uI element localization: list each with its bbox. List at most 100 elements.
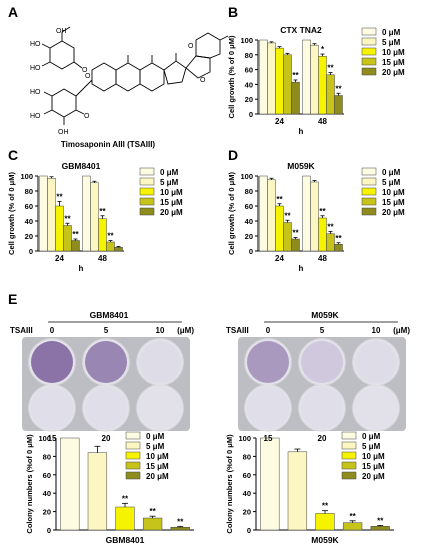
dose-label: 15 bbox=[48, 434, 57, 443]
x-axis-label: h bbox=[299, 264, 304, 273]
unit-label: (μM) bbox=[177, 326, 194, 335]
y-axis-label: Colony numbers (%of 0 μM) bbox=[225, 434, 234, 534]
bar bbox=[114, 247, 123, 252]
row-label: TSAIII bbox=[10, 326, 33, 335]
legend-label: 20 μM bbox=[146, 472, 169, 481]
bar bbox=[283, 222, 292, 252]
legend-swatch bbox=[361, 177, 377, 186]
dose-label: 20 bbox=[102, 434, 111, 443]
dose-label: 5 bbox=[320, 326, 325, 335]
legend-label: 10 μM bbox=[382, 48, 405, 57]
svg-text:HO: HO bbox=[30, 41, 41, 48]
bar bbox=[291, 238, 300, 252]
bar bbox=[326, 233, 335, 252]
significance-label: ** bbox=[292, 229, 299, 238]
legend-swatch bbox=[341, 451, 357, 460]
well-rim bbox=[244, 384, 292, 432]
legend-label: 10 μM bbox=[160, 188, 183, 197]
legend-swatch bbox=[125, 441, 141, 450]
x-axis-label: h bbox=[79, 264, 84, 273]
bar bbox=[310, 181, 319, 252]
bar bbox=[334, 95, 343, 115]
legend-swatch bbox=[361, 187, 377, 196]
y-axis-label: Cell growth (% of 0 μM) bbox=[227, 35, 236, 118]
bar bbox=[82, 175, 91, 252]
significance-label: ** bbox=[377, 516, 384, 525]
bar bbox=[259, 175, 268, 252]
plate-group: GBM8401 TSAIII (μM) 0 5 10 15 20 bbox=[10, 310, 194, 443]
legend-label: 5 μM bbox=[382, 38, 401, 47]
y-tick-label: 0 bbox=[249, 110, 253, 119]
panel-letter-e: E bbox=[8, 291, 17, 307]
x-tick-label: 24 bbox=[275, 254, 284, 263]
legend-label: 0 μM bbox=[160, 168, 179, 177]
y-tick-label: 20 bbox=[245, 232, 253, 241]
colony-stain bbox=[31, 387, 73, 429]
row-label: TSAIII bbox=[226, 326, 249, 335]
y-axis-label: Cell growth (% of 0 μM) bbox=[227, 172, 236, 255]
legend-label: 0 μM bbox=[362, 432, 381, 441]
y-tick-label: 0 bbox=[29, 247, 33, 256]
bar bbox=[259, 39, 268, 115]
svg-text:HO: HO bbox=[30, 113, 41, 120]
colony-stain bbox=[31, 341, 73, 383]
significance-label: ** bbox=[276, 195, 283, 204]
plate-title: M059K bbox=[311, 310, 339, 320]
legend-label: 0 μM bbox=[382, 168, 401, 177]
bar bbox=[287, 451, 308, 531]
well-rim bbox=[28, 384, 76, 432]
colony-stain bbox=[247, 341, 289, 383]
bar bbox=[142, 517, 163, 531]
significance-label: ** bbox=[64, 214, 71, 223]
chart-cell-growth-m059k: M059K 0 20 40 60 80 100 Cell growth (% of 0 μM)… bbox=[227, 161, 405, 273]
legend-label: 20 μM bbox=[362, 472, 385, 481]
bar bbox=[318, 56, 327, 115]
significance-label: ** bbox=[335, 84, 342, 93]
svg-text:HO: HO bbox=[30, 65, 41, 72]
legend-label: 15 μM bbox=[382, 58, 405, 67]
bar bbox=[302, 175, 311, 252]
significance-label: ** bbox=[349, 512, 356, 521]
legend-label: 15 μM bbox=[362, 462, 385, 471]
legend-label: 20 μM bbox=[382, 68, 405, 77]
bar bbox=[326, 74, 335, 115]
bar bbox=[98, 218, 107, 252]
colony-stain bbox=[301, 341, 343, 383]
y-tick-label: 60 bbox=[43, 471, 51, 480]
panel-letter-a: A bbox=[8, 4, 18, 20]
plate-group: M059K TSAIII (μM) 0 5 10 15 20 bbox=[226, 310, 410, 443]
dose-label: 0 bbox=[266, 326, 271, 335]
bar bbox=[115, 506, 135, 531]
legend-swatch bbox=[361, 207, 377, 216]
compound-caption: Timosaponin AIII (TSAIII) bbox=[61, 140, 156, 149]
svg-text:O: O bbox=[82, 67, 88, 74]
legend-label: 20 μM bbox=[382, 208, 405, 217]
significance-label: ** bbox=[99, 207, 106, 216]
well-rim bbox=[136, 384, 184, 432]
legend-label: 15 μM bbox=[160, 198, 183, 207]
bar bbox=[310, 44, 319, 115]
chart-cell-growth-gbm8401: GBM8401 0 20 40 60 80 100 Cell growth (% of 0 μ… bbox=[7, 161, 183, 273]
y-tick-label: 80 bbox=[245, 187, 253, 196]
well-rim bbox=[352, 384, 400, 432]
x-tick-label: 24 bbox=[55, 254, 64, 263]
y-axis-label: Cell growth (% of 0 μM) bbox=[7, 172, 16, 255]
significance-label: ** bbox=[107, 232, 114, 241]
significance-label: ** bbox=[335, 234, 342, 243]
legend-swatch bbox=[341, 441, 357, 450]
panel-letter-b: B bbox=[228, 4, 238, 20]
bar bbox=[55, 205, 64, 252]
plate-title: GBM8401 bbox=[90, 310, 129, 320]
legend-swatch bbox=[341, 431, 357, 440]
legend-label: 0 μM bbox=[146, 432, 165, 441]
legend-label: 20 μM bbox=[160, 208, 183, 217]
bar bbox=[87, 452, 108, 531]
svg-text:OH: OH bbox=[58, 129, 69, 136]
dose-label: 10 bbox=[372, 326, 381, 335]
legend-swatch bbox=[125, 431, 141, 440]
y-tick-label: 100 bbox=[240, 172, 253, 181]
y-tick-label: 80 bbox=[243, 452, 251, 461]
y-tick-label: 20 bbox=[25, 232, 33, 241]
chart-title: M059K bbox=[287, 161, 315, 171]
